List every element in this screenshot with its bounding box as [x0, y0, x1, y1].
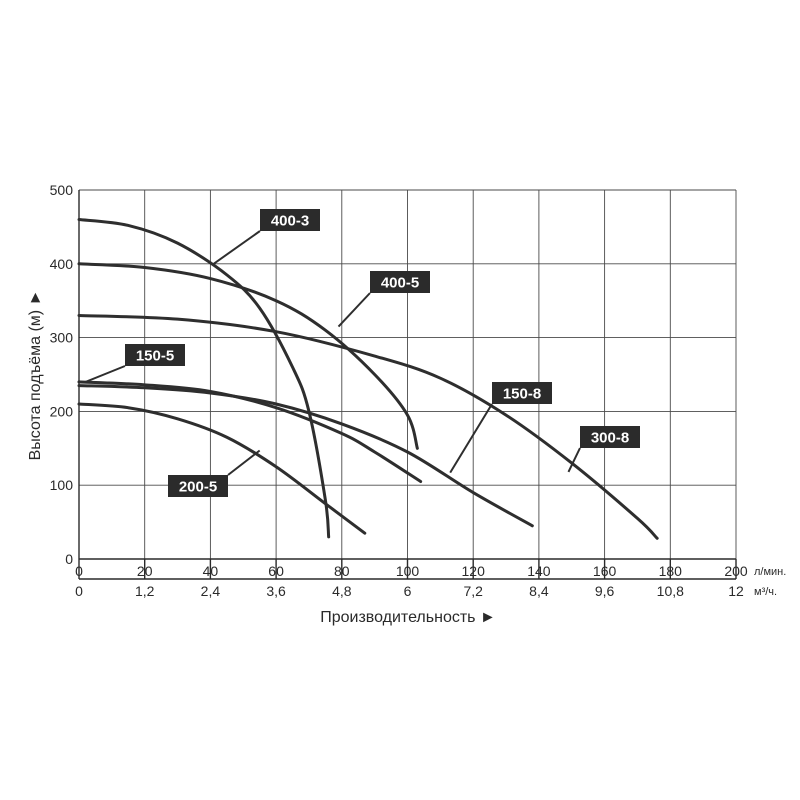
leader-line-150-5 [85, 365, 126, 383]
x-tick-label: 120 [462, 563, 486, 579]
series-tag-150-8 [492, 382, 552, 404]
x2-tick-label: 0 [75, 583, 83, 599]
series-line-200-5 [77, 402, 367, 535]
y-tick-label: 200 [50, 403, 74, 419]
leader-line-200-5 [227, 449, 261, 476]
leader-line-400-3 [213, 230, 261, 265]
labels-layer: 400-3 400-5 300-8 150-8 150-5 200-5 [85, 209, 640, 497]
x2-tick-label: 7,2 [463, 583, 483, 599]
y-tick-label: 0 [65, 551, 73, 567]
grid-layer [78, 189, 737, 580]
x-tick-label: 0 [75, 563, 83, 579]
series-line-150-8 [77, 384, 534, 528]
y-tick-label: 400 [50, 256, 74, 272]
y-tick-label: 300 [50, 330, 74, 346]
x-tick-label: 20 [137, 563, 153, 579]
x-tick-label: 60 [268, 563, 284, 579]
series-tag-label-400-5: 400-5 [381, 275, 419, 292]
x-axis-title: Производительность ► [320, 609, 496, 626]
y-axis-title: Высота подъёма (м) ► [27, 290, 44, 461]
x2-tick-label: 9,6 [595, 583, 615, 599]
x-tick-label: 100 [396, 563, 420, 579]
series-tag-400-5 [370, 271, 430, 293]
x2-tick-label: 12 [728, 583, 744, 599]
x-tick-label: 200 [724, 563, 748, 579]
y-tick-label: 100 [50, 477, 74, 493]
series-tag-label-150-8: 150-8 [503, 386, 541, 403]
series-line-300-8 [77, 313, 659, 540]
x-tick-label: 140 [527, 563, 551, 579]
series-line-400-5 [77, 262, 419, 450]
x-tick-label: 40 [203, 563, 219, 579]
x-tick-label: 180 [659, 563, 683, 579]
series-line-150-5 [77, 380, 423, 484]
series-tag-label-400-3: 400-3 [271, 213, 309, 230]
x-axis-unit-m3h: м³/ч. [754, 586, 777, 598]
curves-layer [77, 218, 659, 540]
x-tick-label: 160 [593, 563, 617, 579]
series-tag-label-150-5: 150-5 [136, 348, 174, 365]
x2-tick-label: 8,4 [529, 583, 549, 599]
x2-tick-label: 1,2 [135, 583, 155, 599]
series-tag-label-300-8: 300-8 [591, 430, 629, 447]
series-tag-300-8 [580, 426, 640, 448]
x-tick-label: 80 [334, 563, 350, 579]
series-tag-150-5 [125, 344, 185, 366]
leader-line-300-8 [567, 447, 581, 473]
x2-tick-label: 3,6 [266, 583, 286, 599]
x-axis-unit-lmin: л/мин. [754, 566, 786, 578]
series-tag-200-5 [168, 475, 228, 497]
leader-line-400-5 [337, 292, 371, 328]
series-tag-400-3 [260, 209, 320, 231]
x2-tick-label: 6 [404, 583, 412, 599]
x2-tick-label: 10,8 [657, 583, 684, 599]
leader-line-150-8 [449, 403, 493, 474]
series-line-400-3 [77, 218, 331, 539]
y-tick-label: 500 [50, 182, 74, 198]
x2-tick-label: 4,8 [332, 583, 352, 599]
series-tag-label-200-5: 200-5 [179, 479, 217, 496]
x2-tick-label: 2,4 [201, 583, 221, 599]
ticks-layer: 00201,2402,4603,6804,810061207,21408,416… [50, 182, 748, 599]
